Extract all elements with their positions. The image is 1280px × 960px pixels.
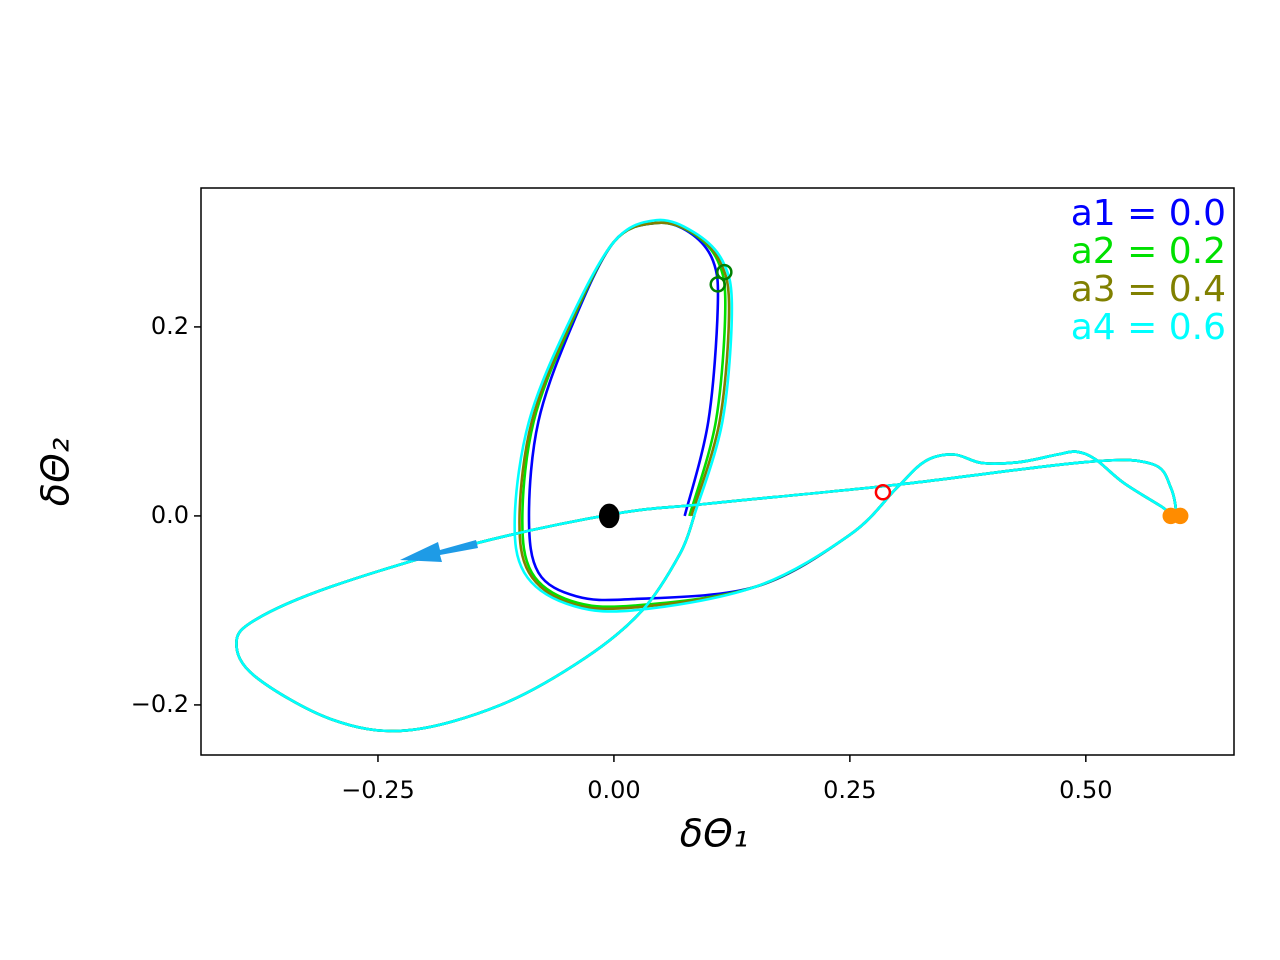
legend-entry: a4 = 0.6	[1071, 307, 1226, 348]
marker	[1171, 507, 1189, 525]
marker	[716, 263, 733, 281]
x-tick-label: 0.00	[587, 776, 640, 804]
marker	[874, 484, 892, 501]
y-tick-label: 0.2	[151, 312, 189, 340]
marker	[598, 503, 620, 529]
legend-entry: a1 = 0.0	[1071, 193, 1226, 234]
legend-entry: a3 = 0.4	[1071, 269, 1226, 310]
x-tick-label: 0.25	[823, 776, 876, 804]
x-tick-label: 0.50	[1059, 776, 1112, 804]
plot-frame	[200, 187, 1235, 756]
plot-area	[235, 218, 1189, 733]
x-axis-label: δΘ₁	[680, 812, 748, 856]
y-tick-label: 0.0	[151, 501, 189, 529]
legend-entry: a2 = 0.2	[1071, 231, 1226, 272]
y-axis-label: δΘ₂	[34, 438, 78, 506]
marker	[709, 276, 726, 293]
direction-arrow	[400, 540, 478, 562]
y-tick-label: −0.2	[131, 690, 189, 718]
x-tick-label: −0.25	[341, 776, 415, 804]
trajectory	[235, 218, 1178, 733]
